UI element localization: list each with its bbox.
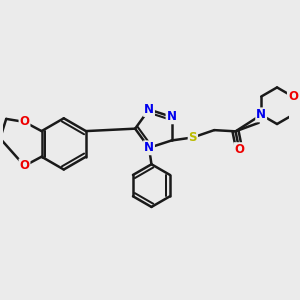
Text: O: O: [20, 159, 29, 172]
Text: O: O: [20, 116, 29, 128]
Text: N: N: [167, 110, 176, 123]
Text: O: O: [234, 143, 244, 156]
Text: N: N: [144, 141, 154, 154]
Text: N: N: [256, 108, 266, 122]
Text: N: N: [144, 103, 154, 116]
Text: S: S: [189, 131, 197, 144]
Text: O: O: [288, 90, 298, 103]
